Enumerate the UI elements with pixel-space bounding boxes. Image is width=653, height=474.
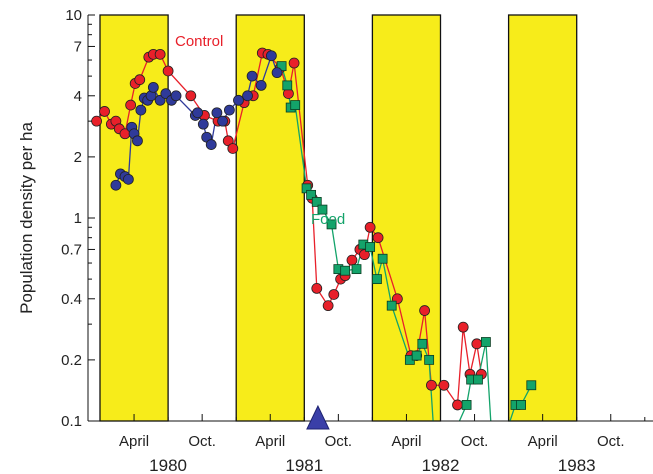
control-point-29 [311,282,323,294]
series-3-point-19 [197,118,209,130]
annotation-food: Food [311,211,345,228]
control-point-2 [99,106,110,117]
y-tick-label-7: 4 [74,88,82,105]
control-point-1 [91,115,102,127]
food-point-27 [473,374,483,385]
annotation-control: Control [175,33,223,50]
x-tick-label-1: April [119,433,149,450]
y-tick-label-6: 2 [74,149,82,166]
shaded-period-1 [99,14,169,422]
series-3-point-26 [242,90,253,102]
y-axis-title: Population density per ha [17,122,36,314]
control-point-43 [426,379,437,391]
food-point-16 [377,253,388,264]
food-point-30 [495,448,504,457]
y-tick-label-3: 0.4 [61,291,82,308]
control-point-14 [185,90,197,102]
food-point-8 [317,204,328,215]
series-markers [91,47,537,457]
series-3-point-27 [246,70,258,82]
food-point-12 [351,264,362,275]
food-point-24 [451,426,460,435]
y-tick-label-2: 0.2 [61,352,82,369]
axis-ticks: 0.1 0.2 0.4 0.7 1 2 4 7 10 April Oct. April Oct. Apri… [61,7,646,474]
control-point-34 [346,254,358,266]
year-label-1982: 1982 [422,456,460,474]
series-3-point-29 [265,50,277,62]
food-point-32 [516,400,526,410]
series-3-point-30 [271,67,283,79]
food-point-20 [417,338,428,349]
food-point-6 [306,189,317,200]
series-3-point-7 [132,135,143,147]
y-tick-label-9: 10 [65,7,82,24]
food-point-29 [488,448,497,457]
control-point-48 [471,338,483,350]
y-tick-label-1: 0.1 [61,413,82,430]
control-point-44 [438,379,450,391]
food-point-11 [340,265,351,276]
food-point-33 [526,380,537,391]
food-point-17 [386,300,397,311]
series-3-point-28 [255,79,267,91]
shaded-period-4 [507,14,578,422]
series-3-point-18 [192,107,204,119]
control-point-19 [227,143,239,154]
series-3-point-22 [211,107,223,119]
x-tick-label-8: Oct. [597,433,625,450]
x-tick-label-6: Oct. [461,433,489,450]
x-tick-label-3: April [255,433,285,450]
y-tick-label-5: 1 [74,210,82,227]
series-3-point-23 [217,115,228,127]
x-tick-label-7: April [528,433,558,450]
food-point-7 [311,197,322,207]
control-point-13 [162,65,174,77]
control-point-45 [452,399,463,411]
control-point-12 [154,48,166,60]
control-point-31 [328,289,340,300]
control-point-36 [359,249,370,261]
series-3-point-21 [205,139,217,150]
food-point-15 [372,274,382,285]
control-point-7 [125,99,137,111]
food-point-2 [282,80,293,91]
control-point-9 [134,74,146,86]
food-point-14 [365,242,376,252]
series-3-point-12 [147,81,159,93]
series-3-point-24 [223,104,235,116]
control-point-46 [457,321,469,333]
control-point-37 [364,221,376,233]
series-3-point-16 [170,90,182,102]
control-point-26 [288,57,300,69]
y-tick-label-8: 7 [74,38,82,55]
event-triangle-marker [306,404,330,430]
x-tick-label-5: April [391,433,421,450]
food-point-9 [326,219,337,230]
series-3-point-4 [122,173,134,185]
series-3-point-8 [135,104,147,116]
food-point-28 [480,337,491,347]
series-3-point-25 [233,94,244,106]
food-point-21 [424,354,435,365]
year-label-1983: 1983 [558,456,596,474]
x-tick-label-4: Oct. [325,433,353,450]
series-3-point-1 [110,179,122,191]
year-label-1980: 1980 [149,456,187,474]
y-tick-label-4: 0.7 [61,241,82,258]
year-label-1981: 1981 [285,456,323,474]
food-point-22 [429,426,438,435]
food-point-19 [411,350,422,361]
shaded-periods [99,14,578,422]
shaded-period-3 [371,14,442,422]
x-tick-label-2: Oct. [188,433,216,450]
shaded-period-2 [235,14,305,422]
food-point-25 [461,400,472,410]
control-point-38 [372,232,384,244]
food-point-4 [290,100,301,110]
control-point-42 [419,305,431,316]
control-point-30 [322,300,334,312]
